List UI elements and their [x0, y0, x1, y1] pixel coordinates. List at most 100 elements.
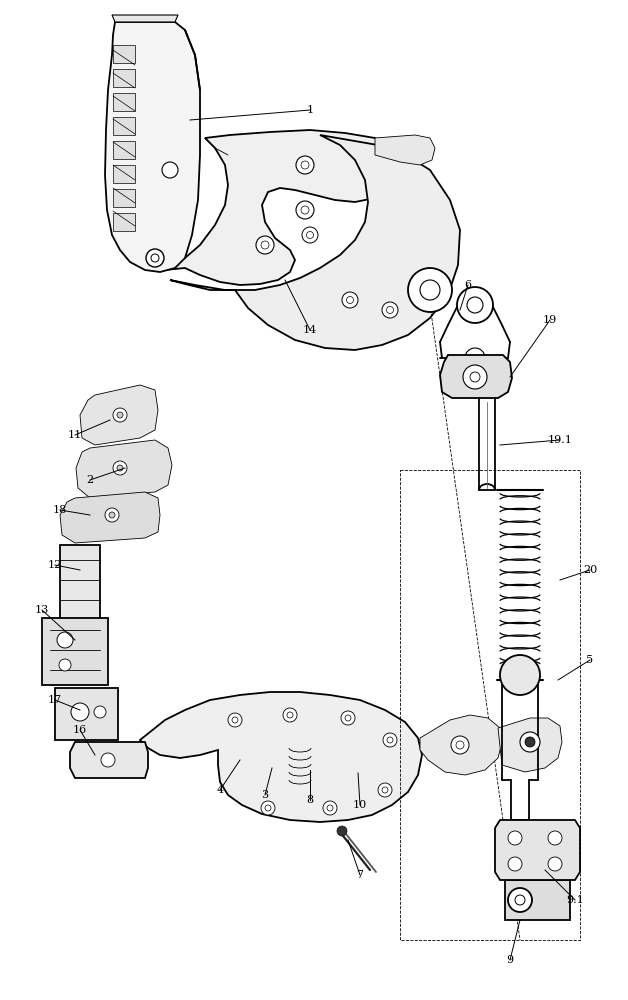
Circle shape: [515, 895, 525, 905]
Circle shape: [548, 857, 562, 871]
Polygon shape: [105, 22, 200, 272]
Text: 19: 19: [543, 315, 557, 325]
Circle shape: [256, 236, 274, 254]
Circle shape: [451, 736, 469, 754]
Circle shape: [387, 737, 393, 743]
Circle shape: [117, 465, 123, 471]
Circle shape: [94, 706, 106, 718]
Circle shape: [113, 461, 127, 475]
Polygon shape: [140, 692, 422, 822]
Text: 10: 10: [353, 800, 367, 810]
Polygon shape: [170, 135, 460, 350]
Circle shape: [232, 717, 238, 723]
Circle shape: [525, 737, 535, 747]
Circle shape: [465, 348, 485, 368]
Text: 20: 20: [583, 565, 597, 575]
Polygon shape: [60, 492, 160, 543]
Polygon shape: [498, 718, 562, 772]
Text: 17: 17: [48, 695, 62, 705]
Text: 2: 2: [87, 475, 94, 485]
Text: 4: 4: [217, 785, 224, 795]
Circle shape: [500, 655, 540, 695]
Circle shape: [520, 732, 540, 752]
Polygon shape: [113, 69, 135, 87]
Circle shape: [323, 801, 337, 815]
Polygon shape: [42, 618, 108, 685]
Circle shape: [456, 741, 464, 749]
Circle shape: [420, 280, 440, 300]
Circle shape: [71, 703, 89, 721]
Circle shape: [302, 227, 318, 243]
Circle shape: [105, 508, 119, 522]
Circle shape: [382, 787, 388, 793]
Circle shape: [151, 254, 159, 262]
Polygon shape: [112, 15, 178, 22]
Text: 9: 9: [506, 955, 514, 965]
Text: 11: 11: [68, 430, 82, 440]
Circle shape: [261, 241, 269, 249]
Circle shape: [342, 292, 358, 308]
Circle shape: [301, 206, 309, 214]
Text: 6: 6: [465, 280, 472, 290]
Circle shape: [265, 805, 271, 811]
Text: 7: 7: [357, 870, 364, 880]
Circle shape: [228, 713, 242, 727]
Circle shape: [463, 365, 487, 389]
Text: 13: 13: [35, 605, 49, 615]
Circle shape: [345, 715, 351, 721]
Text: 5: 5: [587, 655, 593, 665]
Circle shape: [296, 201, 314, 219]
Circle shape: [301, 161, 309, 169]
Circle shape: [101, 753, 115, 767]
Circle shape: [467, 297, 483, 313]
Circle shape: [378, 783, 392, 797]
Text: 12: 12: [48, 560, 62, 570]
Polygon shape: [55, 688, 118, 740]
Polygon shape: [80, 385, 158, 445]
Polygon shape: [155, 130, 400, 285]
Circle shape: [508, 857, 522, 871]
Polygon shape: [70, 742, 148, 778]
Polygon shape: [375, 135, 435, 165]
Circle shape: [382, 302, 398, 318]
Circle shape: [341, 711, 355, 725]
Polygon shape: [113, 93, 135, 111]
Circle shape: [146, 249, 164, 267]
Circle shape: [470, 372, 480, 382]
Circle shape: [117, 412, 123, 418]
Text: 8: 8: [306, 795, 313, 805]
Circle shape: [57, 632, 73, 648]
Polygon shape: [76, 440, 172, 498]
Circle shape: [337, 826, 347, 836]
Polygon shape: [113, 213, 135, 231]
Circle shape: [109, 512, 115, 518]
Circle shape: [383, 733, 397, 747]
Text: 16: 16: [73, 725, 87, 735]
Polygon shape: [113, 141, 135, 159]
Polygon shape: [113, 165, 135, 183]
Circle shape: [457, 287, 493, 323]
Text: 18: 18: [53, 505, 67, 515]
Circle shape: [283, 708, 297, 722]
Circle shape: [408, 268, 452, 312]
Text: 14: 14: [303, 325, 317, 335]
Circle shape: [386, 306, 394, 314]
Polygon shape: [495, 820, 580, 880]
Circle shape: [306, 232, 313, 238]
Circle shape: [59, 659, 71, 671]
Circle shape: [508, 888, 532, 912]
Circle shape: [296, 156, 314, 174]
Polygon shape: [113, 117, 135, 135]
Polygon shape: [440, 355, 512, 398]
Polygon shape: [505, 880, 570, 920]
Circle shape: [287, 712, 293, 718]
Circle shape: [261, 801, 275, 815]
Text: 3: 3: [261, 790, 269, 800]
Polygon shape: [113, 189, 135, 207]
Circle shape: [347, 296, 354, 304]
Text: 9.1: 9.1: [566, 895, 584, 905]
Text: 1: 1: [306, 105, 313, 115]
Polygon shape: [420, 715, 502, 775]
Circle shape: [162, 162, 178, 178]
Circle shape: [113, 408, 127, 422]
